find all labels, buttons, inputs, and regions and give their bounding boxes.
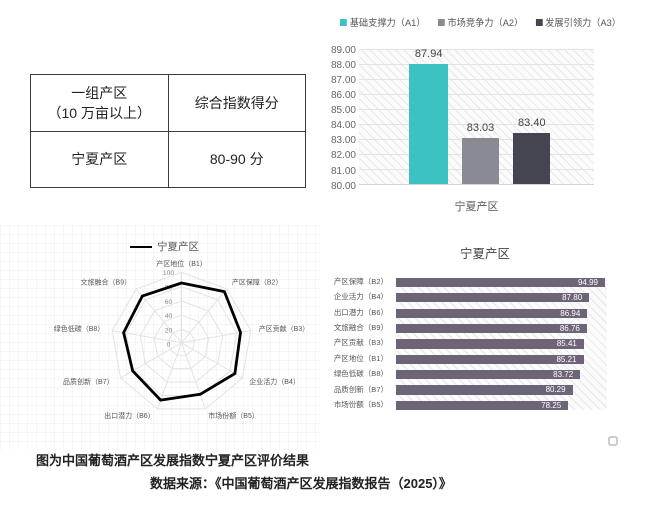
svg-text:品质创新（B7）: 品质创新（B7） bbox=[63, 377, 114, 386]
svg-text:文旅融合（B9）: 文旅融合（B9） bbox=[81, 278, 132, 287]
svg-text:出口潜力（B6）: 出口潜力（B6） bbox=[104, 411, 155, 420]
svg-text:企业活力（B4）: 企业活力（B4） bbox=[249, 377, 300, 386]
svg-text:60: 60 bbox=[165, 299, 173, 306]
svg-text:100: 100 bbox=[163, 270, 174, 277]
svg-text:40: 40 bbox=[165, 313, 173, 320]
svg-text:产区保障（B2）: 产区保障（B2） bbox=[232, 278, 283, 287]
svg-text:0: 0 bbox=[167, 342, 171, 349]
svg-text:产区贡献（B3）: 产区贡献（B3） bbox=[259, 324, 310, 333]
svg-text:市场份额（B5）: 市场份额（B5） bbox=[208, 411, 259, 420]
svg-text:绿色低碳（B8）: 绿色低碳（B8） bbox=[54, 324, 105, 333]
svg-text:产区地位（B1）: 产区地位（B1） bbox=[156, 259, 207, 268]
svg-text:20: 20 bbox=[165, 327, 173, 334]
